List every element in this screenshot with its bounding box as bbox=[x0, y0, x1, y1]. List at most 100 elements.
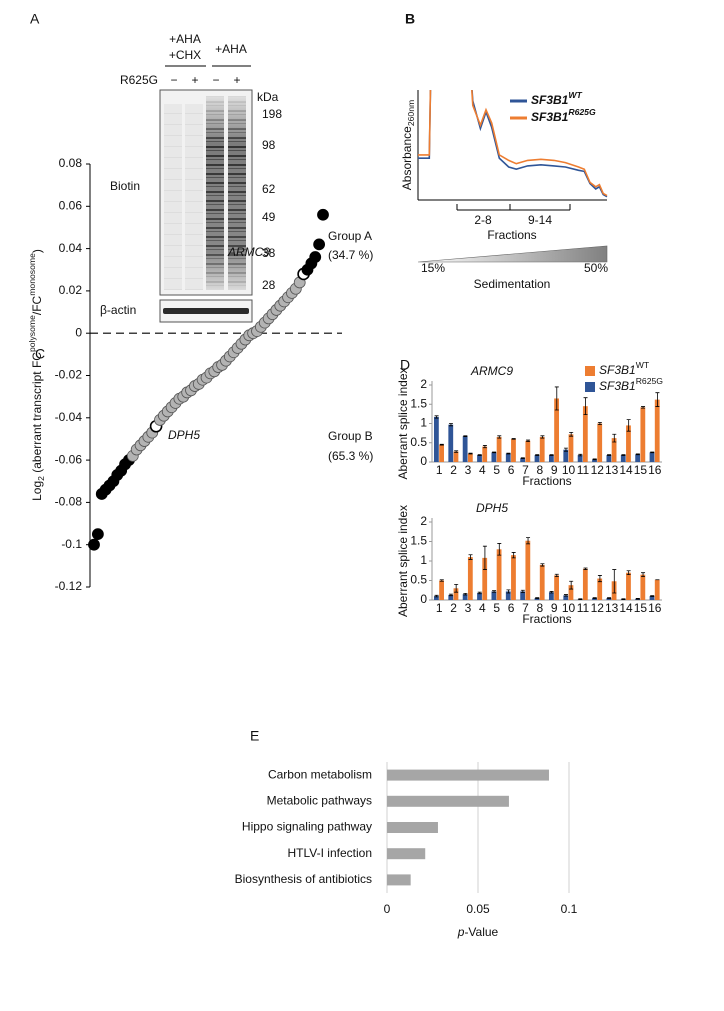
error-bar bbox=[578, 598, 583, 601]
y-tick-label: 0.5 bbox=[410, 573, 427, 587]
bar bbox=[626, 572, 631, 600]
fraction-group: 9-14 bbox=[528, 213, 552, 227]
trace bbox=[418, 90, 608, 197]
error-bar bbox=[468, 452, 473, 455]
error-bar bbox=[477, 454, 482, 456]
x-axis-label-part: -Value bbox=[464, 925, 498, 939]
panel-label: C bbox=[35, 346, 45, 362]
error-bar bbox=[569, 580, 574, 590]
y-axis-label-part: (aberrant transcript FC bbox=[30, 352, 44, 476]
x-tick-label: 12 bbox=[591, 601, 605, 615]
bar bbox=[640, 574, 646, 600]
error-bar bbox=[607, 597, 612, 599]
y-tick-label: 2 bbox=[420, 377, 427, 391]
bar bbox=[462, 436, 468, 462]
error-bar bbox=[434, 594, 439, 598]
category-label: Biosynthesis of antibiotics bbox=[235, 872, 372, 886]
marker-label: 28 bbox=[262, 278, 276, 292]
y-tick-label: 1 bbox=[420, 553, 427, 567]
error-bar bbox=[650, 451, 655, 454]
y-tick-label: 0 bbox=[420, 454, 427, 468]
error-bar bbox=[448, 593, 453, 597]
x-tick-label: 2 bbox=[450, 601, 457, 615]
error-bar bbox=[492, 451, 497, 454]
legend-label: SF3B1R625G bbox=[531, 107, 596, 124]
legend-swatch bbox=[585, 366, 595, 376]
bar bbox=[491, 452, 497, 462]
x-tick-label: 1 bbox=[436, 601, 443, 615]
error-bar bbox=[626, 570, 631, 576]
bar bbox=[611, 438, 617, 462]
y-tick-label: 0.04 bbox=[59, 241, 83, 255]
bar bbox=[477, 592, 482, 600]
bar bbox=[597, 423, 603, 462]
bar bbox=[453, 451, 459, 462]
error-bar bbox=[526, 537, 531, 545]
x-tick-label: 5 bbox=[493, 463, 500, 477]
bar bbox=[462, 594, 468, 600]
bar bbox=[387, 769, 549, 781]
y-tick-label: 1 bbox=[420, 416, 427, 430]
y-axis-label: Log2 (aberrant transcript FCpolysome/FCm… bbox=[27, 249, 46, 501]
blot-fade bbox=[205, 94, 247, 292]
error-bar bbox=[549, 591, 554, 594]
error-bar bbox=[650, 595, 655, 597]
y-axis-label: Aberrant splice index bbox=[396, 367, 410, 479]
sedimentation-gradient bbox=[417, 245, 608, 263]
bar bbox=[568, 585, 574, 600]
error-bar bbox=[592, 597, 597, 599]
legend-label-part: WT bbox=[636, 360, 650, 370]
y-tick-label: -0.1 bbox=[61, 537, 82, 551]
panel-label: A bbox=[30, 11, 40, 27]
error-bar bbox=[454, 584, 459, 593]
bar bbox=[534, 598, 540, 600]
annotation: ARMC9 bbox=[227, 245, 270, 259]
chart-title: ARMC9 bbox=[470, 364, 513, 378]
y-axis-label-part: ) bbox=[30, 249, 44, 253]
bar bbox=[592, 459, 597, 462]
group-share: (65.3 %) bbox=[328, 449, 373, 463]
error-bar bbox=[535, 597, 540, 599]
error-bar bbox=[434, 415, 439, 419]
panel-label: D bbox=[400, 357, 410, 373]
bar bbox=[592, 598, 597, 600]
x-tick-label: 3 bbox=[465, 601, 472, 615]
y-tick-label: 0.5 bbox=[410, 435, 427, 449]
bar bbox=[439, 580, 444, 600]
legend-label-part: SF3B1 bbox=[531, 110, 569, 124]
x-tick-label: 15 bbox=[634, 463, 648, 477]
marker-label: 49 bbox=[262, 210, 276, 224]
x-tick-label: 15 bbox=[634, 601, 648, 615]
bar bbox=[554, 575, 559, 600]
bar bbox=[620, 455, 626, 462]
bar bbox=[563, 449, 569, 462]
bar bbox=[520, 591, 526, 600]
x-tick-label: 7 bbox=[522, 601, 529, 615]
error-bar bbox=[482, 545, 487, 570]
bar bbox=[539, 436, 545, 462]
error-bar bbox=[635, 598, 640, 600]
legend-label-part: SF3B1 bbox=[531, 93, 569, 107]
x-tick-label: 8 bbox=[536, 601, 543, 615]
chart-title: DPH5 bbox=[476, 501, 508, 515]
bar bbox=[482, 446, 488, 462]
legend-swatch bbox=[585, 382, 595, 392]
marker-label: 62 bbox=[262, 182, 276, 196]
bar bbox=[387, 848, 426, 860]
error-bar bbox=[621, 598, 626, 601]
bar bbox=[649, 596, 655, 600]
legend-label: SF3B1R625G bbox=[599, 376, 663, 393]
error-bar bbox=[549, 454, 554, 456]
error-bar bbox=[592, 458, 597, 461]
bar bbox=[525, 540, 531, 600]
bar bbox=[477, 455, 482, 462]
bar bbox=[505, 591, 511, 600]
x-tick-label: 16 bbox=[648, 601, 662, 615]
y-tick-label: -0.12 bbox=[55, 579, 83, 593]
x-tick-label: 14 bbox=[619, 601, 633, 615]
y-tick-label: 0.08 bbox=[59, 156, 83, 170]
y-tick-label: 0.06 bbox=[59, 198, 83, 212]
x-tick-label: 13 bbox=[605, 463, 619, 477]
